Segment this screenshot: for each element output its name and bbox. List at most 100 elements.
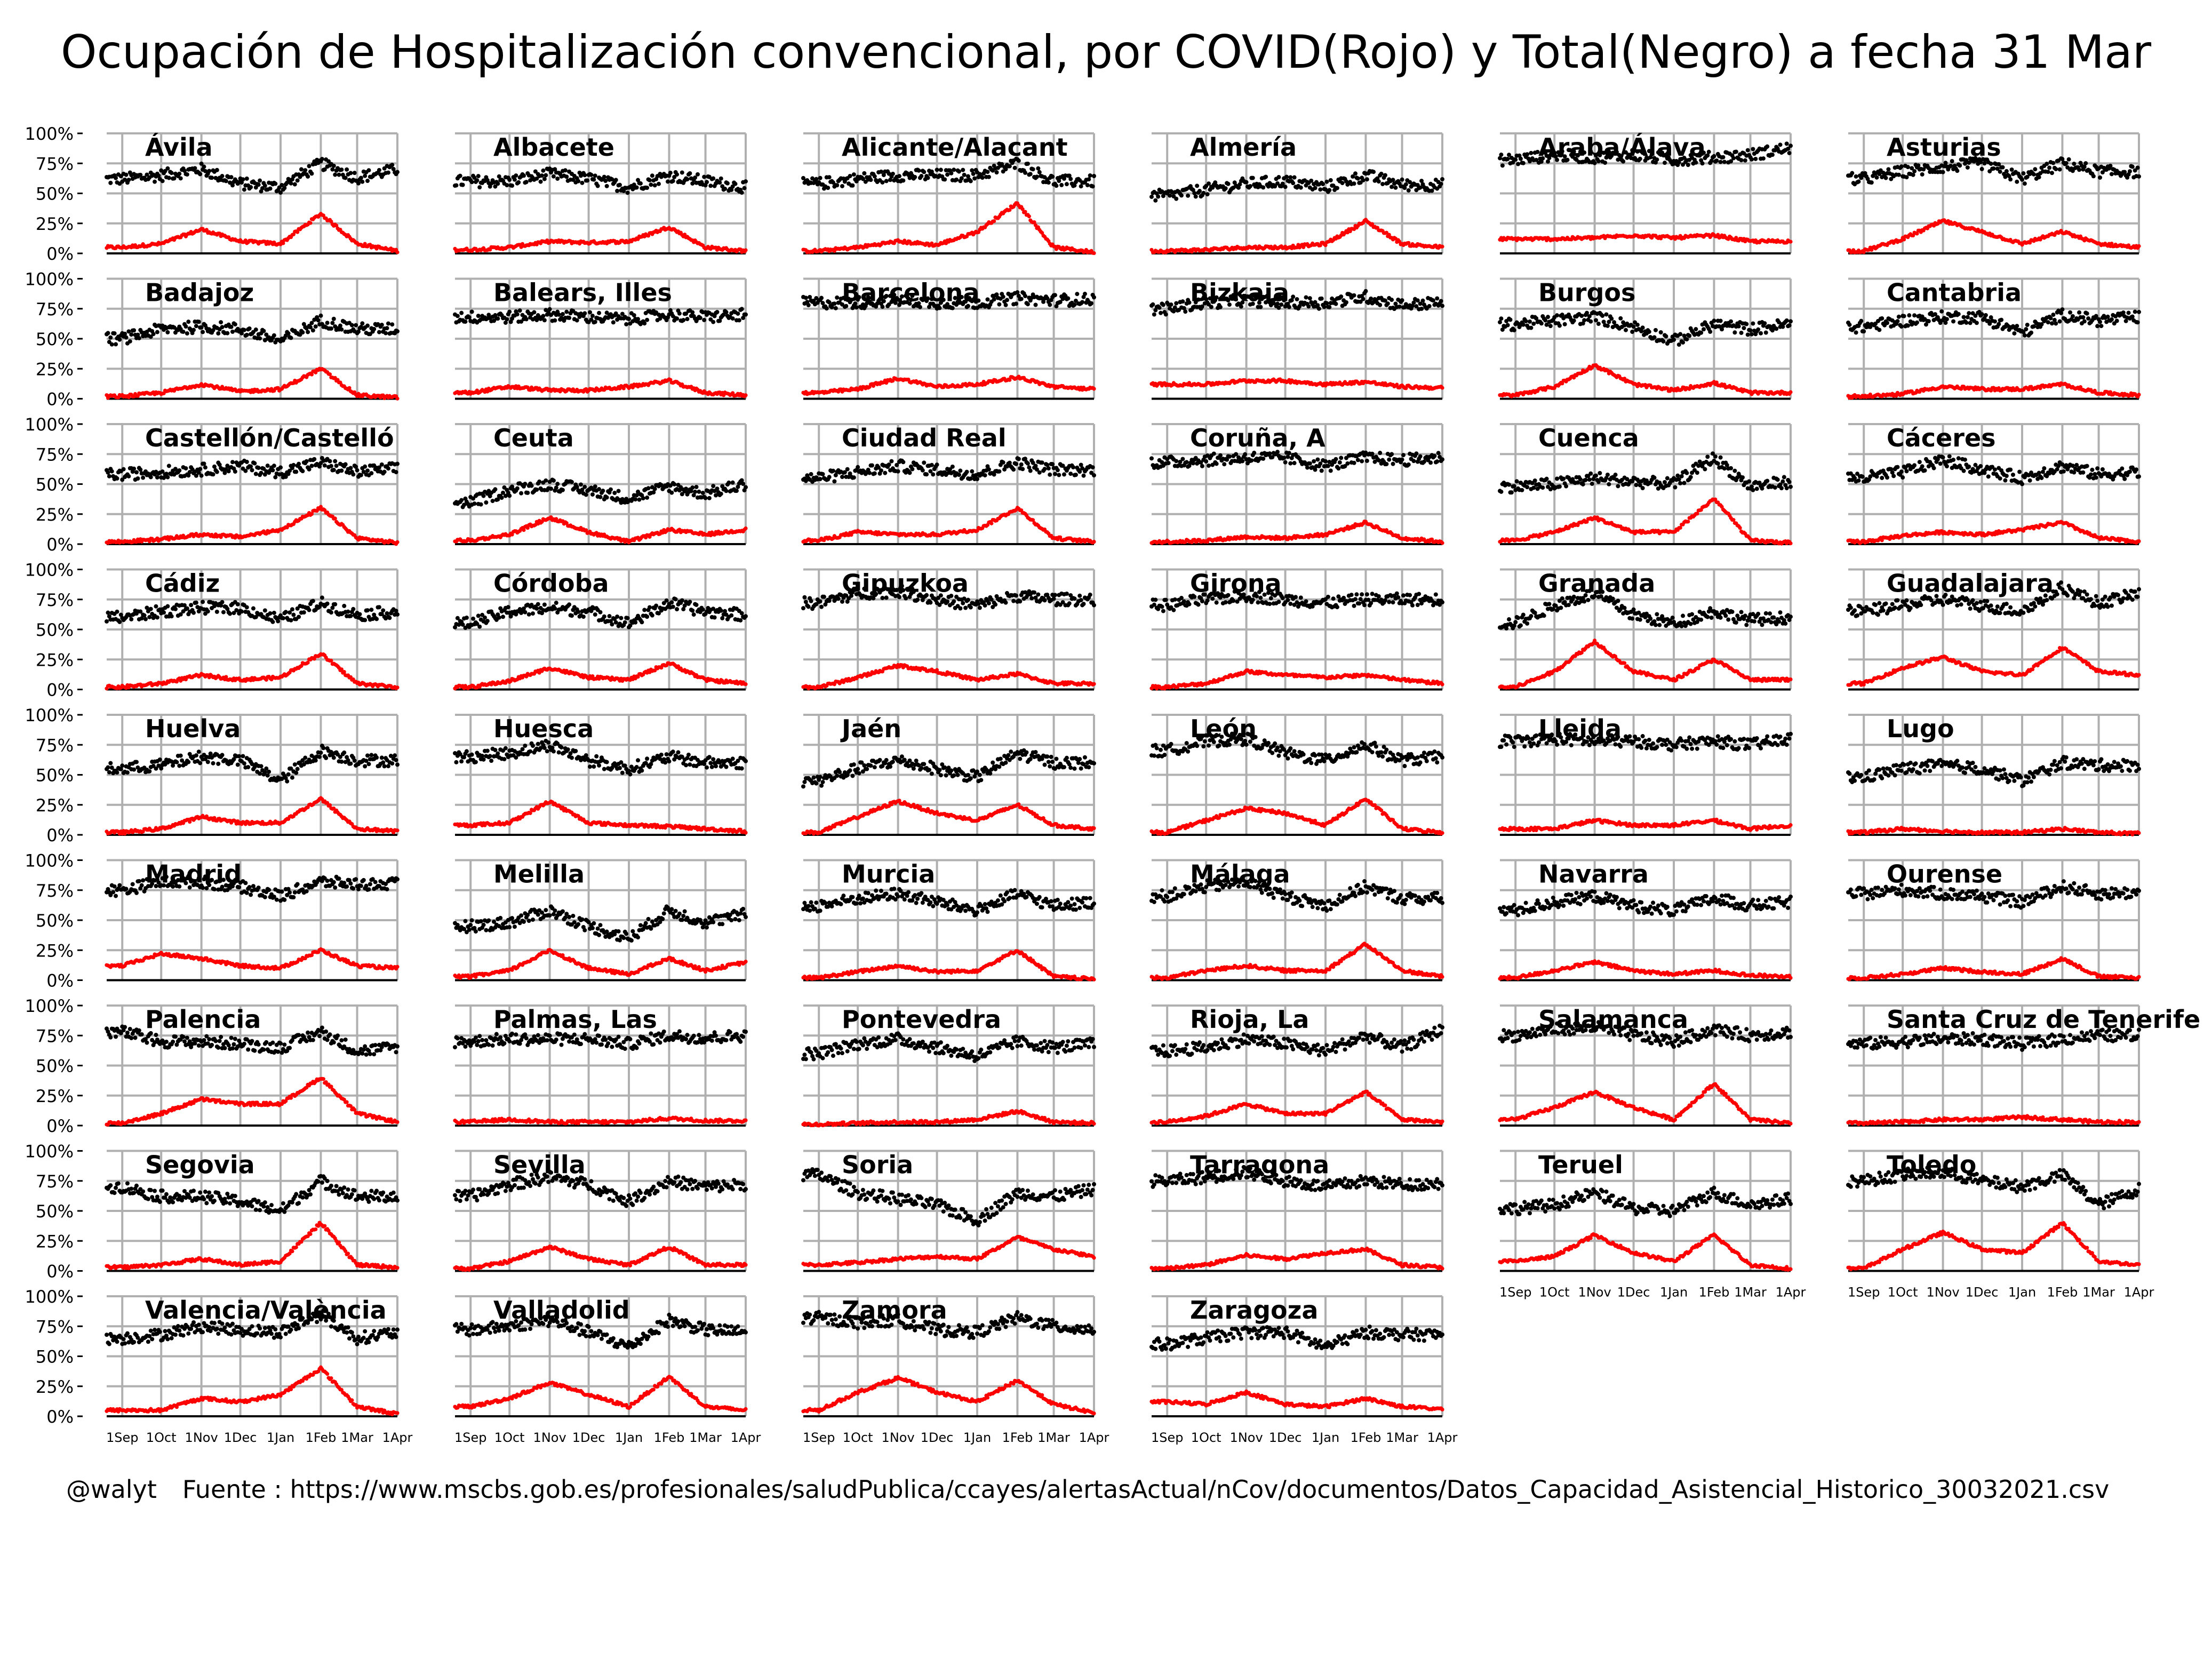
total-point	[1292, 176, 1297, 180]
total-point	[1005, 298, 1009, 302]
total-point	[1248, 184, 1252, 188]
y-tick-label: 75%	[36, 299, 74, 320]
total-point	[2008, 177, 2013, 181]
total-point	[611, 320, 616, 324]
total-point	[1500, 163, 1505, 168]
total-point	[273, 181, 277, 186]
total-point	[224, 179, 228, 183]
total-point	[363, 174, 367, 178]
total-point	[1224, 186, 1228, 190]
total-point	[1966, 165, 1970, 170]
total-point	[603, 179, 608, 183]
total-point	[476, 174, 481, 178]
total-point	[825, 306, 829, 310]
total-point	[1788, 143, 1793, 148]
total-point	[711, 177, 715, 181]
panel-title-bizkaia: Bizkaia	[1190, 278, 1289, 307]
total-point	[696, 172, 700, 177]
total-point	[711, 320, 715, 324]
total-point	[1034, 303, 1038, 307]
total-point	[995, 170, 999, 174]
total-point	[552, 174, 556, 179]
total-point	[1955, 169, 1959, 173]
total-point	[596, 184, 600, 188]
total-point	[1284, 174, 1289, 179]
total-point	[344, 176, 348, 180]
total-point	[1026, 162, 1030, 166]
panel-title-barcelona: Barcelona	[842, 278, 979, 307]
total-point	[1746, 148, 1750, 153]
total-point	[1339, 294, 1343, 299]
total-point	[1694, 327, 1698, 331]
total-point	[668, 171, 673, 175]
total-point	[1047, 180, 1051, 185]
total-point	[320, 157, 324, 161]
total-point	[593, 320, 597, 324]
total-point	[1524, 319, 1528, 323]
total-point	[901, 178, 905, 182]
total-point	[1149, 195, 1154, 199]
total-point	[1035, 174, 1039, 179]
total-point	[1850, 171, 1854, 176]
total-point	[1329, 178, 1333, 182]
total-point	[167, 176, 171, 180]
total-point	[1941, 170, 1945, 174]
total-point	[744, 179, 748, 184]
total-point	[1226, 182, 1231, 186]
covid-point	[1092, 387, 1096, 390]
total-point	[194, 324, 198, 328]
total-point	[332, 164, 336, 168]
total-point	[561, 312, 565, 316]
total-point	[1363, 289, 1368, 293]
total-point	[677, 312, 682, 316]
total-point	[1911, 173, 1915, 177]
total-point	[229, 325, 234, 329]
total-point	[106, 331, 110, 335]
total-point	[1361, 178, 1365, 182]
total-point	[705, 180, 709, 184]
total-point	[1053, 293, 1057, 297]
total-point	[220, 325, 225, 329]
total-point	[1324, 180, 1329, 184]
total-point	[332, 317, 336, 321]
total-point	[1291, 181, 1295, 185]
total-point	[299, 167, 304, 171]
total-point	[648, 178, 652, 182]
total-point	[737, 318, 741, 322]
total-point	[985, 170, 989, 174]
total-point	[2083, 161, 2088, 165]
total-point	[850, 184, 855, 188]
total-point	[2010, 168, 2014, 172]
total-point	[627, 317, 631, 321]
total-point	[820, 301, 825, 305]
total-point	[380, 323, 384, 327]
total-point	[183, 324, 188, 329]
total-point	[395, 329, 400, 333]
total-point	[1019, 297, 1024, 301]
total-point	[1037, 170, 1042, 174]
total-point	[1708, 330, 1712, 334]
total-point	[1028, 172, 1033, 176]
total-point	[626, 190, 630, 195]
total-point	[333, 173, 337, 177]
total-point	[1635, 323, 1640, 327]
total-point	[725, 181, 730, 186]
total-point	[943, 177, 947, 181]
total-point	[229, 175, 234, 179]
total-point	[1427, 304, 1432, 308]
total-point	[263, 184, 267, 188]
covid-point	[744, 248, 747, 252]
total-point	[1264, 174, 1268, 179]
total-point	[515, 312, 520, 316]
total-point	[356, 181, 361, 186]
total-point	[1440, 304, 1444, 308]
total-point	[1664, 334, 1668, 338]
total-point	[2058, 168, 2062, 172]
total-point	[919, 174, 923, 178]
total-point	[216, 331, 220, 336]
total-point	[2130, 165, 2135, 169]
total-point	[1023, 171, 1027, 175]
total-point	[589, 173, 593, 177]
total-point	[2060, 157, 2064, 161]
